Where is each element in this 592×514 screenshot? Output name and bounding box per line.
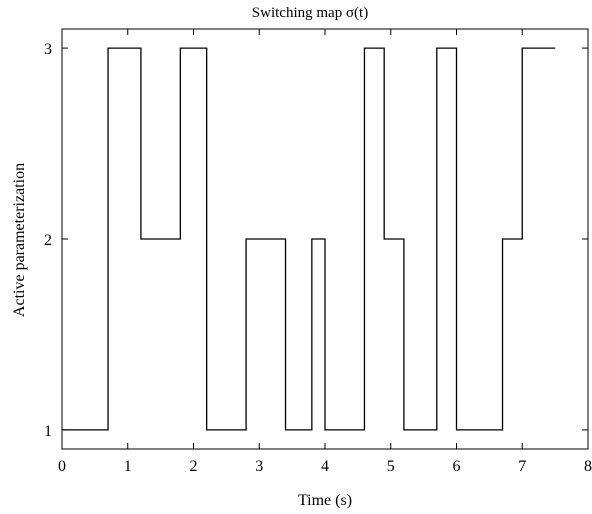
x-axis-ticks: 0 1 2 3 4 5 6 7 8 xyxy=(58,29,592,475)
x-tick-label: 8 xyxy=(584,458,592,475)
x-tick-label: 7 xyxy=(518,458,526,475)
y-axis-label: Active parameterization xyxy=(11,163,28,317)
y-tick-label: 1 xyxy=(44,423,52,440)
y-tick-label: 3 xyxy=(44,41,52,58)
x-tick-label: 2 xyxy=(190,458,198,475)
series-step-line xyxy=(62,47,556,431)
x-tick-label: 1 xyxy=(124,458,132,475)
x-axis-label: Time (s) xyxy=(298,492,352,509)
y-axis-ticks: 1 2 3 xyxy=(44,41,588,440)
x-tick-label: 0 xyxy=(58,458,66,475)
x-tick-label: 4 xyxy=(321,458,329,475)
y-tick-label: 2 xyxy=(44,232,52,249)
x-tick-label: 6 xyxy=(453,458,461,475)
series-group xyxy=(62,47,556,431)
x-tick-label: 5 xyxy=(387,458,395,475)
x-tick-label: 3 xyxy=(255,458,263,475)
chart-title: Switching map σ(t) xyxy=(252,5,368,21)
